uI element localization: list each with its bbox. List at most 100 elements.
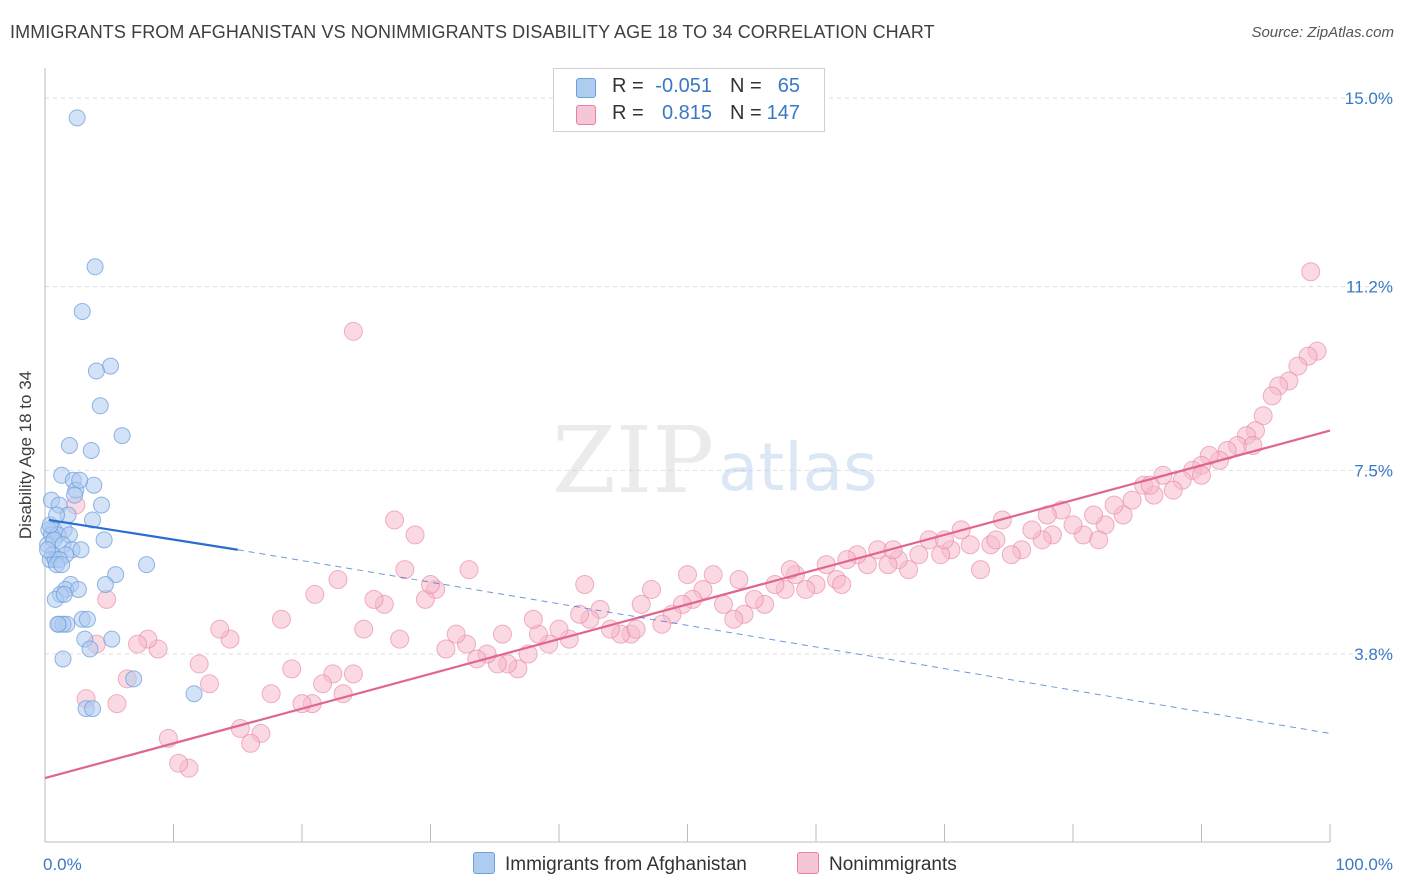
legend-item-afghanistan[interactable]: Immigrants from Afghanistan bbox=[473, 852, 747, 876]
data-point-nonimmigrants bbox=[796, 579, 816, 599]
data-point-nonimmigrants bbox=[832, 575, 852, 594]
data-point-nonimmigrants bbox=[436, 639, 456, 659]
data-point-afghanistan bbox=[93, 496, 111, 514]
data-point-nonimmigrants bbox=[1104, 495, 1124, 515]
data-point-afghanistan bbox=[55, 585, 73, 603]
data-point-nonimmigrants bbox=[395, 560, 415, 580]
y-tick-label: 11.2% bbox=[1346, 278, 1393, 297]
data-point-nonimmigrants bbox=[343, 321, 363, 341]
data-point-nonimmigrants bbox=[1022, 520, 1042, 540]
data-point-nonimmigrants bbox=[703, 565, 723, 585]
watermark-zip: ZIP bbox=[552, 407, 714, 514]
data-point-afghanistan bbox=[71, 471, 89, 489]
data-point-nonimmigrants bbox=[780, 560, 800, 580]
data-point-afghanistan bbox=[69, 580, 87, 598]
data-point-nonimmigrants bbox=[282, 659, 302, 679]
data-point-nonimmigrants bbox=[729, 570, 749, 590]
data-point-nonimmigrants bbox=[305, 584, 325, 604]
legend-row-nonimmigrants: R = 0.815 N = 147 bbox=[554, 101, 824, 127]
data-point-afghanistan bbox=[185, 685, 203, 703]
data-point-nonimmigrants bbox=[713, 594, 733, 614]
data-point-nonimmigrants bbox=[421, 575, 440, 594]
y-tick-label: 7.5% bbox=[1354, 461, 1393, 480]
data-point-nonimmigrants bbox=[405, 525, 425, 545]
data-point-nonimmigrants bbox=[1262, 386, 1282, 406]
data-point-afghanistan bbox=[49, 615, 67, 633]
data-point-afghanistan bbox=[95, 531, 113, 549]
data-point-nonimmigrants bbox=[1089, 530, 1109, 550]
regression-lines bbox=[44, 429, 1331, 780]
regression-extension-afghanistan bbox=[237, 549, 1331, 734]
legend-swatch-blue bbox=[473, 852, 495, 874]
data-point-afghanistan bbox=[60, 437, 78, 454]
legend-swatch-pink bbox=[576, 105, 596, 125]
data-point-afghanistan bbox=[68, 109, 86, 127]
data-point-nonimmigrants bbox=[570, 604, 590, 624]
legend-label: Nonimmigrants bbox=[829, 854, 957, 875]
legend-n-label: N = bbox=[730, 75, 762, 97]
data-point-afghanistan bbox=[113, 427, 131, 445]
data-point-nonimmigrants bbox=[986, 530, 1006, 550]
series-legend: Immigrants from Afghanistan Nonimmigrant… bbox=[0, 852, 1406, 878]
data-point-nonimmigrants bbox=[97, 589, 117, 609]
data-point-nonimmigrants bbox=[1122, 490, 1142, 510]
data-point-nonimmigrants bbox=[459, 560, 479, 580]
data-point-nonimmigrants bbox=[1192, 465, 1211, 485]
data-point-afghanistan bbox=[39, 541, 57, 559]
data-point-nonimmigrants bbox=[107, 694, 127, 714]
data-point-nonimmigrants bbox=[241, 733, 261, 753]
y-tick-label: 15.0% bbox=[1345, 89, 1393, 108]
data-point-nonimmigrants bbox=[1301, 262, 1321, 282]
data-point-afghanistan bbox=[103, 630, 121, 648]
data-point-afghanistan bbox=[66, 486, 84, 504]
data-point-nonimmigrants bbox=[1288, 356, 1308, 376]
data-point-nonimmigrants bbox=[271, 609, 291, 629]
regression-line-afghanistan bbox=[48, 518, 238, 551]
x-tick-label: 100.0% bbox=[1335, 855, 1393, 874]
y-tick-label: 3.8% bbox=[1354, 645, 1393, 664]
data-point-afghanistan bbox=[72, 541, 90, 559]
data-point-nonimmigrants bbox=[128, 634, 148, 654]
chart-title: IMMIGRANTS FROM AFGHANISTAN VS NONIMMIGR… bbox=[10, 22, 935, 42]
regression-line-nonimmigrants bbox=[44, 429, 1331, 780]
data-point-nonimmigrants bbox=[1001, 545, 1021, 565]
data-point-afghanistan bbox=[54, 650, 72, 668]
data-point-nonimmigrants bbox=[909, 545, 929, 565]
legend-n-label: N = bbox=[730, 102, 762, 124]
data-point-nonimmigrants bbox=[1063, 515, 1083, 535]
legend-n-value: 65 bbox=[777, 75, 800, 97]
data-point-afghanistan bbox=[86, 258, 104, 276]
legend-r-value: -0.051 bbox=[655, 75, 712, 97]
data-point-afghanistan bbox=[84, 700, 102, 718]
data-point-nonimmigrants bbox=[523, 609, 543, 629]
tick-labels: 3.8% 7.5% 11.2% 15.0% 0.0% 100.0% bbox=[43, 89, 1393, 874]
data-point-afghanistan bbox=[96, 576, 114, 593]
legend-swatch-pink bbox=[797, 852, 819, 874]
data-point-nonimmigrants bbox=[970, 560, 990, 580]
data-point-nonimmigrants bbox=[261, 684, 281, 704]
source-label: Source: ZipAtlas.com bbox=[1251, 24, 1394, 41]
x-tick-label: 0.0% bbox=[43, 855, 82, 874]
data-point-nonimmigrants bbox=[724, 609, 744, 629]
legend-swatch-blue bbox=[576, 78, 596, 98]
data-point-nonimmigrants bbox=[1163, 480, 1183, 500]
data-point-afghanistan bbox=[125, 670, 143, 688]
legend-item-nonimmigrants[interactable]: Nonimmigrants bbox=[797, 852, 957, 876]
watermark-atlas: atlas bbox=[718, 429, 878, 506]
data-point-nonimmigrants bbox=[575, 575, 595, 594]
data-point-afghanistan bbox=[48, 506, 66, 524]
data-point-nonimmigrants bbox=[210, 619, 230, 639]
data-point-afghanistan bbox=[73, 302, 91, 320]
data-point-nonimmigrants bbox=[626, 619, 646, 639]
data-point-afghanistan bbox=[82, 441, 100, 459]
data-point-afghanistan bbox=[78, 610, 96, 628]
data-point-nonimmigrants bbox=[631, 594, 651, 614]
legend-row-afghanistan: R = -0.051 N = 65 bbox=[554, 74, 824, 100]
data-point-nonimmigrants bbox=[652, 614, 672, 634]
data-point-nonimmigrants bbox=[230, 718, 250, 738]
legend-r-value: 0.815 bbox=[661, 102, 712, 124]
data-point-nonimmigrants bbox=[385, 510, 405, 530]
legend-r-label: R = bbox=[612, 75, 644, 97]
afghanistan-points bbox=[39, 109, 203, 718]
